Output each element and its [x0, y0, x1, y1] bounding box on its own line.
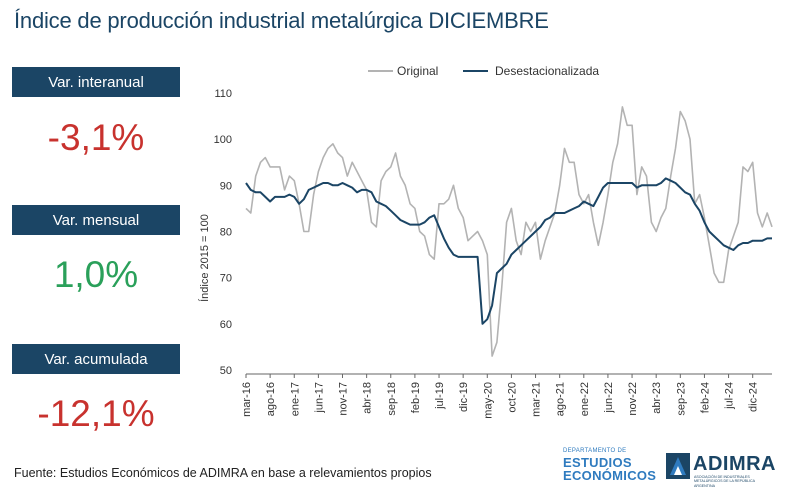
y-tick-label-110: 110	[214, 88, 232, 100]
x-tick-label-feb-19: feb-19	[410, 382, 422, 413]
y-tick-label-100: 100	[214, 134, 232, 146]
x-tick-label-nov-22: nov-22	[627, 382, 639, 416]
adimra-logo-subtext: ASOCIACIÓN DE INDUSTRIALES METALÚRGICOS …	[694, 475, 755, 488]
y-axis-title: Índice 2015 = 100	[198, 214, 211, 302]
series-line-desestacionalizada	[245, 177, 772, 325]
y-tick-label-50: 50	[220, 365, 232, 377]
line-chart: Original Desestacionalizada Índice 2015 …	[198, 64, 773, 419]
y-axis: 50 60 70 80 90 100 110	[214, 88, 232, 377]
page-title: Índice de producción industrial metalúrg…	[14, 8, 549, 33]
kpi-value-acumulada: -12,1%	[37, 393, 155, 434]
y-tick-label-80: 80	[220, 227, 232, 239]
x-tick-label-ago-16: ago-16	[265, 382, 277, 416]
x-tick-label-mar-16: mar-16	[241, 382, 253, 417]
y-tick-label-60: 60	[220, 319, 232, 331]
chart-legend: Original Desestacionalizada	[368, 64, 599, 78]
x-tick-label-jun-17: jun-17	[313, 382, 325, 414]
x-tick-label-nov-17: nov-17	[338, 382, 350, 416]
x-tick-label-dic-19: dic-19	[458, 382, 470, 412]
dept-logo: DEPARTAMENTO DE ESTUDIOS ECONÓMICOS	[563, 448, 656, 482]
x-tick-label-jun-22: jun-22	[603, 382, 615, 414]
x-tick-label-may-20: may-20	[482, 382, 494, 419]
dept-line2: ECONÓMICOS	[563, 468, 657, 483]
source-note: Fuente: Estudios Económicos de ADIMRA en…	[14, 466, 432, 480]
y-tick-label-90: 90	[220, 180, 232, 192]
y-tick-label-70: 70	[220, 273, 232, 285]
kpi-value-interanual: -3,1%	[47, 117, 145, 158]
x-tick-label-feb-24: feb-24	[699, 382, 711, 413]
x-tick-label-jul-24: jul-24	[724, 382, 736, 410]
x-tick-label-jul-19: jul-19	[434, 382, 446, 410]
x-tick-label-mar-21: mar-21	[531, 382, 543, 417]
x-tick-label-sep-23: sep-23	[675, 382, 687, 416]
kpi-label-interanual: Var. interanual	[12, 67, 180, 97]
x-tick-label-ene-22: ene-22	[579, 382, 591, 416]
adimra-logo-text: ADIMRA	[693, 453, 776, 475]
series-line-original	[245, 106, 773, 357]
x-tick-label-dic-24: dic-24	[748, 382, 760, 412]
legend-label-desestacionalizada: Desestacionalizada	[495, 64, 599, 78]
adimra-logo-icon	[666, 453, 690, 479]
dept-line1: ESTUDIOS	[563, 455, 632, 470]
kpi-label-mensual: Var. mensual	[12, 205, 180, 235]
series-group	[245, 106, 773, 357]
kpi-value-mensual: 1,0%	[53, 254, 139, 295]
x-tick-label-sep-18: sep-18	[386, 382, 398, 416]
x-tick-label-oct-20: oct-20	[506, 382, 518, 413]
x-axis: mar-16 ago-16 ene-17 jun-17 nov-17 abr-18 sep-…	[241, 373, 772, 419]
x-tick-label-abr-18: abr-18	[362, 382, 374, 414]
dept-small-text: DEPARTAMENTO DE	[563, 448, 627, 454]
kpi-label-acumulada: Var. acumulada	[12, 344, 180, 374]
x-tick-label-abr-23: abr-23	[651, 382, 663, 414]
x-tick-label-ago-21: ago-21	[555, 382, 567, 416]
x-tick-label-ene-17: ene-17	[289, 382, 301, 416]
legend-label-original: Original	[397, 64, 438, 78]
